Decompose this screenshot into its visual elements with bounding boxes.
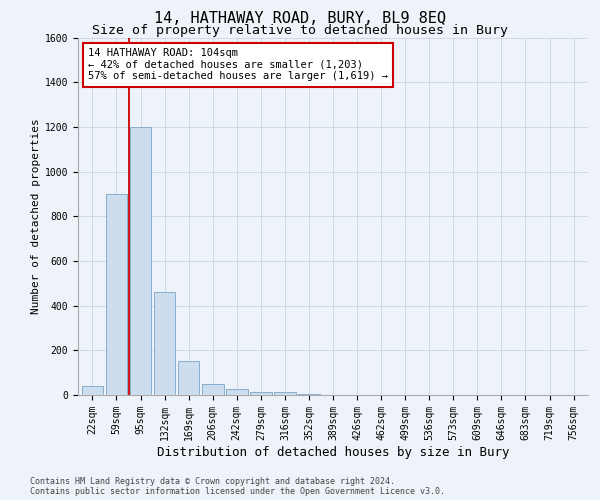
Bar [250, 392, 272, 395]
Text: Contains HM Land Registry data © Crown copyright and database right 2024.
Contai: Contains HM Land Registry data © Crown c… [30, 476, 445, 496]
X-axis label: Distribution of detached houses by size in Bury: Distribution of detached houses by size … [157, 446, 509, 458]
Y-axis label: Number of detached properties: Number of detached properties [31, 118, 41, 314]
Bar [178, 362, 199, 395]
Bar [226, 390, 248, 395]
Bar [130, 127, 151, 395]
Bar [154, 292, 175, 395]
Bar [202, 384, 224, 395]
Text: 14, HATHAWAY ROAD, BURY, BL9 8EQ: 14, HATHAWAY ROAD, BURY, BL9 8EQ [154, 11, 446, 26]
Bar [106, 194, 127, 395]
Bar [298, 394, 320, 395]
Text: Size of property relative to detached houses in Bury: Size of property relative to detached ho… [92, 24, 508, 37]
Bar [82, 386, 103, 395]
Bar [274, 392, 296, 395]
Text: 14 HATHAWAY ROAD: 104sqm
← 42% of detached houses are smaller (1,203)
57% of sem: 14 HATHAWAY ROAD: 104sqm ← 42% of detach… [88, 48, 388, 82]
